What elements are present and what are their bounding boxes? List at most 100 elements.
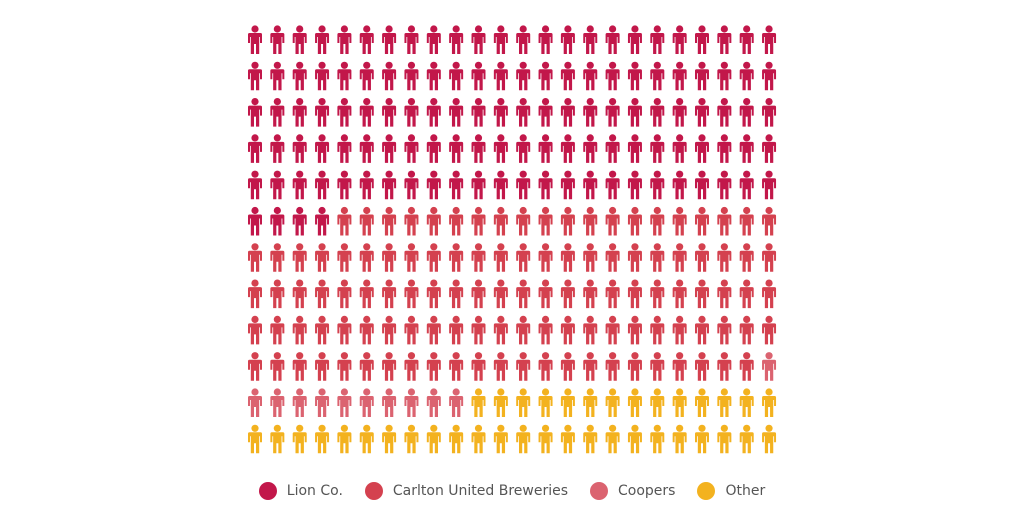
person-icon [627, 243, 642, 272]
person-icon [605, 25, 620, 54]
person-icon [270, 315, 285, 345]
person-icon [627, 61, 642, 91]
person-icon [471, 134, 486, 163]
person-icon [493, 315, 508, 345]
person-icon [560, 25, 575, 54]
person-icon [270, 134, 285, 163]
legend-swatch [258, 482, 277, 500]
person-icon [359, 134, 374, 163]
person-icon [359, 243, 374, 272]
person-icon [426, 98, 441, 127]
person-icon [627, 315, 642, 345]
person-icon [471, 279, 486, 309]
person-icon [449, 25, 464, 54]
person-icon [560, 424, 575, 454]
person-icon [717, 424, 732, 454]
person-icon [627, 352, 642, 381]
person-icon [382, 352, 397, 381]
person-icon [762, 315, 777, 345]
person-icon [248, 98, 262, 127]
person-icon [493, 98, 508, 127]
person-icon [270, 25, 285, 54]
person-icon [695, 279, 709, 309]
person-icon [650, 134, 665, 163]
person-icon [248, 279, 262, 309]
legend-item-other[interactable]: Other [697, 482, 765, 500]
person-icon [672, 243, 687, 272]
person-icon [426, 424, 441, 454]
person-icon [762, 170, 777, 200]
person-icon [248, 388, 262, 417]
person-icon [270, 279, 285, 309]
person-icon [248, 25, 262, 54]
person-icon [359, 170, 374, 200]
person-icon [605, 279, 620, 309]
person-icon [717, 98, 732, 127]
person-icon [426, 170, 441, 200]
person-icon [449, 206, 464, 236]
person-icon [538, 243, 553, 272]
person-icon [315, 61, 330, 91]
person-icon [382, 243, 397, 272]
person-icon [449, 98, 464, 127]
legend-item-lion-co[interactable]: Lion Co. [258, 482, 343, 500]
person-icon [315, 315, 330, 345]
person-icon [471, 424, 486, 454]
person-icon [762, 388, 777, 417]
person-icon [695, 61, 709, 91]
person-icon [449, 134, 464, 163]
person-icon [270, 424, 285, 454]
person-icon [337, 424, 352, 454]
person-icon [493, 243, 508, 272]
person-icon [605, 61, 620, 91]
person-icon [516, 134, 531, 163]
person-icon [538, 315, 553, 345]
person-icon [717, 352, 732, 381]
person-icon [762, 279, 777, 309]
person-icon [672, 25, 687, 54]
person-icon [270, 61, 285, 91]
person-icon [739, 170, 754, 200]
person-icon [516, 170, 531, 200]
person-icon [315, 388, 330, 417]
person-icon [292, 279, 307, 309]
person-icon [248, 170, 262, 200]
legend-item-carlton-united-breweries[interactable]: Carlton United Breweries [364, 482, 568, 500]
person-icon [471, 243, 486, 272]
person-icon [337, 98, 352, 127]
person-icon [382, 315, 397, 345]
person-icon [471, 206, 486, 236]
person-icon [560, 352, 575, 381]
person-icon [359, 279, 374, 309]
legend-item-coopers[interactable]: Coopers [590, 482, 675, 500]
person-icon [426, 388, 441, 417]
person-icon [762, 424, 777, 454]
person-icon [627, 134, 642, 163]
person-icon [560, 61, 575, 91]
person-icon [762, 25, 777, 54]
person-icon [270, 388, 285, 417]
person-icon [426, 279, 441, 309]
person-icon [538, 61, 553, 91]
person-icon [404, 25, 419, 54]
person-icon [560, 279, 575, 309]
person-icon [583, 424, 598, 454]
person-icon [449, 61, 464, 91]
person-icon [404, 206, 419, 236]
person-icon [404, 315, 419, 345]
person-icon [717, 25, 732, 54]
person-icon [583, 315, 598, 345]
person-icon [315, 352, 330, 381]
person-icon [650, 25, 665, 54]
person-icon [493, 352, 508, 381]
person-icon [672, 424, 687, 454]
person-icon [382, 424, 397, 454]
person-icon [583, 170, 598, 200]
person-icon [359, 388, 374, 417]
person-icon [493, 279, 508, 309]
person-icon [583, 243, 598, 272]
chart-legend: Lion Co. Carlton United Breweries Cooper… [0, 476, 1024, 506]
person-icon [426, 134, 441, 163]
person-icon [672, 279, 687, 309]
person-icon [717, 315, 732, 345]
